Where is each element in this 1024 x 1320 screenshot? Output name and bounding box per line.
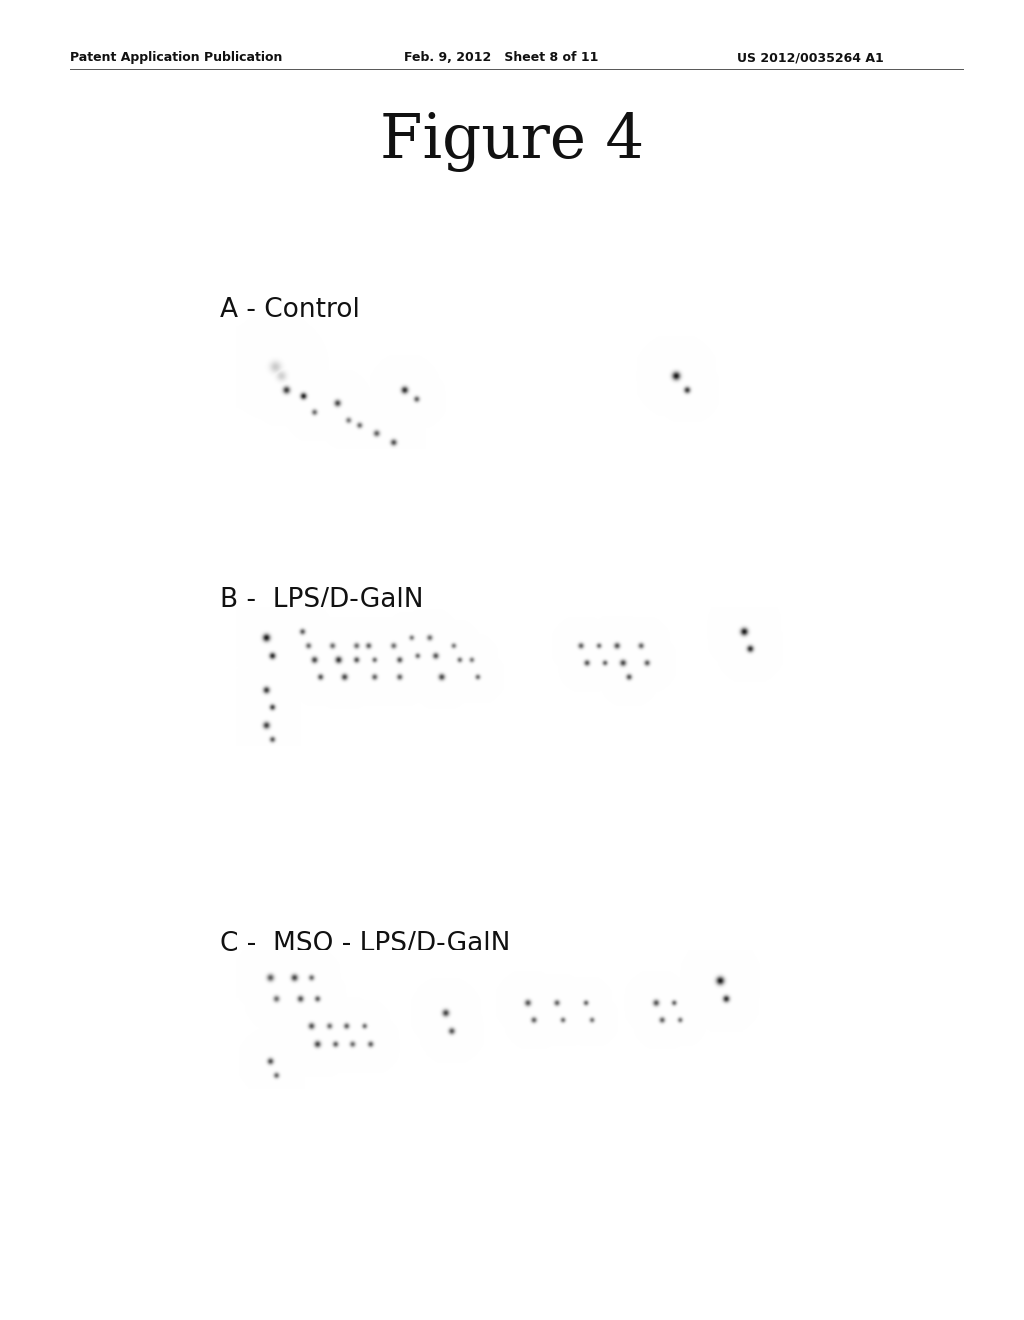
Text: Feb. 9, 2012   Sheet 8 of 11: Feb. 9, 2012 Sheet 8 of 11 xyxy=(404,51,599,65)
Text: US 2012/0035264 A1: US 2012/0035264 A1 xyxy=(737,51,884,65)
Text: Patent Application Publication: Patent Application Publication xyxy=(70,51,282,65)
Text: Figure 4: Figure 4 xyxy=(380,112,644,172)
Text: A - Control: A - Control xyxy=(220,297,360,323)
Text: C -  MSO - LPS/D-GalN: C - MSO - LPS/D-GalN xyxy=(220,931,511,957)
Text: B -  LPS/D-GalN: B - LPS/D-GalN xyxy=(220,587,424,614)
